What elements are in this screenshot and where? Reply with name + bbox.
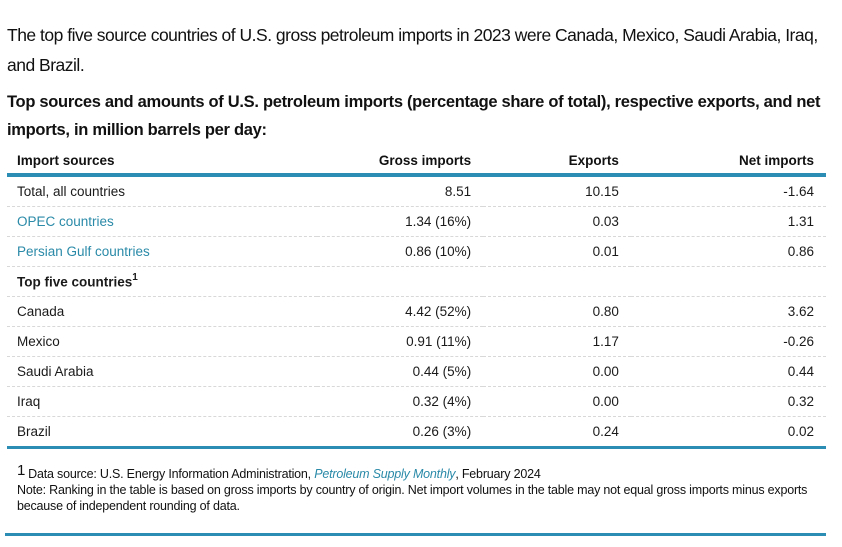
header-import-sources: Import sources [7, 147, 317, 177]
row-source: Canada [7, 296, 317, 327]
row-gross: 0.32 (4%) [316, 386, 484, 417]
row-exports: 0.24 [483, 416, 631, 449]
row-gross: 4.42 (52%) [316, 296, 484, 327]
footnote-mark: 1 [17, 462, 26, 479]
persian-gulf-countries-link[interactable]: Persian Gulf countries [17, 244, 150, 259]
table-row-brazil: Brazil 0.26 (3%) 0.24 0.02 [7, 416, 826, 449]
row-gross: 0.86 (10%) [316, 236, 484, 267]
footnote-note: Note: Ranking in the table is based on g… [17, 483, 808, 513]
row-source: Iraq [7, 386, 317, 417]
intro-paragraph: The top five source countries of U.S. gr… [7, 24, 818, 75]
table-row-opec: OPEC countries 1.34 (16%) 0.03 1.31 [7, 206, 826, 237]
section-label: Top five countries [17, 274, 133, 290]
header-gross-imports: Gross imports [316, 147, 484, 177]
table-footnote: 1 Data source: U.S. Energy Information Ad… [17, 463, 817, 514]
row-gross: 0.44 (5%) [316, 356, 484, 387]
footnote-source-line: 1 Data source: U.S. Energy Information Ad… [17, 463, 817, 482]
row-net: 0.02 [630, 416, 826, 449]
row-source: Brazil [7, 416, 317, 449]
row-net: 0.32 [630, 386, 826, 417]
row-exports: 1.17 [483, 326, 631, 357]
opec-countries-link[interactable]: OPEC countries [17, 214, 114, 229]
table-row-total: Total, all countries 8.51 10.15 -1.64 [7, 175, 826, 207]
table-heading: Top sources and amounts of U.S. petroleu… [7, 92, 821, 139]
row-net: -0.26 [630, 326, 826, 357]
row-source: Saudi Arabia [7, 356, 317, 387]
row-gross: 1.34 (16%) [316, 206, 484, 237]
row-net: 0.86 [630, 236, 826, 267]
table-row-canada: Canada 4.42 (52%) 0.80 3.62 [7, 296, 826, 327]
row-net: 0.44 [630, 356, 826, 387]
petroleum-imports-table: Import sources Gross imports Exports Net… [7, 147, 826, 449]
row-net: 3.62 [630, 296, 826, 327]
table-row-saudi-arabia: Saudi Arabia 0.44 (5%) 0.00 0.44 [7, 356, 826, 387]
petroleum-supply-monthly-link[interactable]: Petroleum Supply Monthly [314, 467, 456, 481]
table-row-iraq: Iraq 0.32 (4%) 0.00 0.32 [7, 386, 826, 417]
header-net-imports: Net imports [630, 147, 826, 177]
row-exports: 0.00 [483, 386, 631, 417]
footnote-source-suffix: , February 2024 [455, 467, 541, 481]
row-exports: 0.00 [483, 356, 631, 387]
row-source: Mexico [7, 326, 317, 357]
table-row-persian-gulf: Persian Gulf countries 0.86 (10%) 0.01 0… [7, 236, 826, 267]
row-exports: 0.80 [483, 296, 631, 327]
row-net: -1.64 [630, 175, 826, 207]
table-header-row: Import sources Gross imports Exports Net… [7, 147, 826, 177]
row-gross: 0.91 (11%) [316, 326, 484, 357]
bottom-divider [5, 533, 826, 536]
table-section-row: Top five countries1 [7, 266, 826, 297]
row-gross: 0.26 (3%) [316, 416, 484, 449]
row-net: 1.31 [630, 206, 826, 237]
row-exports: 10.15 [483, 175, 631, 207]
footnote-reference: 1 [132, 272, 138, 284]
header-exports: Exports [483, 147, 631, 177]
row-gross: 8.51 [316, 175, 484, 207]
row-source: Total, all countries [7, 175, 317, 207]
row-exports: 0.03 [483, 206, 631, 237]
table-row-mexico: Mexico 0.91 (11%) 1.17 -0.26 [7, 326, 826, 357]
row-exports: 0.01 [483, 236, 631, 267]
footnote-source-prefix: Data source: U.S. Energy Information Adm… [28, 467, 315, 481]
